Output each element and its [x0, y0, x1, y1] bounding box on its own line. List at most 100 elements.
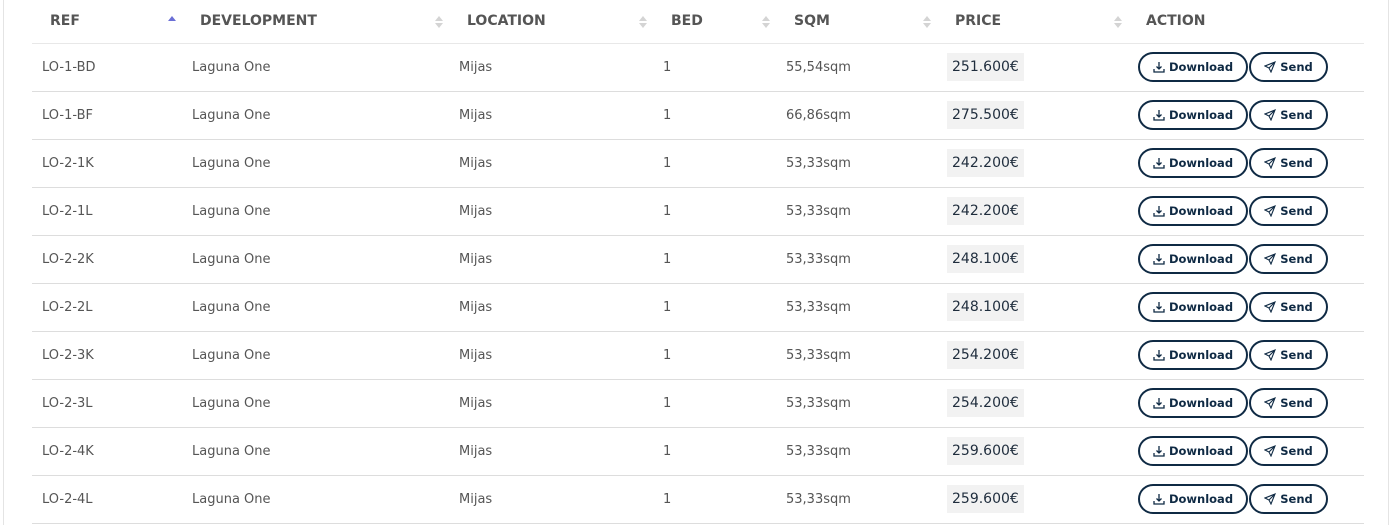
send-label: Send [1280, 60, 1313, 74]
column-header-development[interactable]: DEVELOPMENT [182, 0, 449, 44]
send-icon [1264, 205, 1277, 217]
send-icon [1264, 349, 1277, 361]
sort-icon[interactable] [923, 15, 931, 29]
cell-action: Download Send [1128, 427, 1364, 476]
download-button[interactable]: Download [1138, 340, 1248, 370]
sort-icon[interactable] [1114, 15, 1122, 29]
send-button[interactable]: Send [1249, 196, 1328, 226]
column-header-price[interactable]: PRICE [937, 0, 1128, 44]
price-value: 259.600€ [947, 485, 1024, 513]
download-button[interactable]: Download [1138, 388, 1248, 418]
download-button[interactable]: Download [1138, 484, 1248, 514]
cell-bed: 1 [653, 475, 776, 524]
sort-icon[interactable] [435, 15, 443, 29]
cell-sqm: 53,33sqm [776, 139, 937, 188]
download-label: Download [1168, 300, 1234, 314]
send-label: Send [1280, 156, 1313, 170]
price-value: 242.200€ [947, 197, 1024, 225]
cell-price: 259.600€ [937, 427, 1128, 476]
send-icon [1264, 61, 1277, 73]
cell-sqm: 53,33sqm [776, 235, 937, 284]
download-label: Download [1168, 252, 1234, 266]
price-value: 259.600€ [947, 437, 1024, 465]
cell-bed: 1 [653, 379, 776, 428]
download-button[interactable]: Download [1138, 244, 1248, 274]
cell-price: 259.600€ [937, 475, 1128, 524]
table-row: LO-2-4K Laguna One Mijas 1 53,33sqm 259.600€ … [32, 427, 1364, 476]
cell-development: Laguna One [182, 91, 449, 140]
download-button[interactable]: Download [1138, 196, 1248, 226]
cell-price: 242.200€ [937, 187, 1128, 236]
download-label: Download [1168, 60, 1234, 74]
download-button[interactable]: Download [1138, 292, 1248, 322]
column-label: PRICE [955, 13, 1002, 30]
send-button[interactable]: Send [1249, 52, 1328, 82]
download-icon [1153, 62, 1165, 73]
download-icon [1153, 398, 1165, 409]
download-button[interactable]: Download [1138, 52, 1248, 82]
column-header-sqm[interactable]: SQM [776, 0, 937, 44]
column-label: LOCATION [467, 13, 546, 30]
send-label: Send [1280, 300, 1313, 314]
cell-bed: 1 [653, 283, 776, 332]
cell-development: Laguna One [182, 187, 449, 236]
send-button[interactable]: Send [1249, 292, 1328, 322]
column-header-bed[interactable]: BED [653, 0, 776, 44]
send-icon [1264, 157, 1277, 169]
table-row: LO-2-1K Laguna One Mijas 1 53,33sqm 242.200€ … [32, 139, 1364, 188]
price-value: 248.100€ [947, 293, 1024, 321]
table-row: LO-1-BF Laguna One Mijas 1 66,86sqm 275.500€ … [32, 91, 1364, 140]
cell-price: 254.200€ [937, 379, 1128, 428]
cell-ref: LO-2-3K [32, 331, 182, 380]
cell-price: 254.200€ [937, 331, 1128, 380]
sort-icon[interactable] [168, 15, 176, 29]
send-button[interactable]: Send [1249, 100, 1328, 130]
sort-icon[interactable] [762, 15, 770, 29]
column-header-action: ACTION [1128, 0, 1364, 44]
cell-development: Laguna One [182, 283, 449, 332]
send-button[interactable]: Send [1249, 484, 1328, 514]
send-label: Send [1280, 252, 1313, 266]
column-header-location[interactable]: LOCATION [449, 0, 653, 44]
cell-bed: 1 [653, 139, 776, 188]
table-row: LO-2-1L Laguna One Mijas 1 53,33sqm 242.200€ … [32, 187, 1364, 236]
cell-sqm: 66,86sqm [776, 91, 937, 140]
cell-sqm: 55,54sqm [776, 43, 937, 92]
column-header-ref[interactable]: REF [32, 0, 182, 44]
download-button[interactable]: Download [1138, 148, 1248, 178]
download-icon [1153, 494, 1165, 505]
cell-action: Download Send [1128, 331, 1364, 380]
table-row: LO-2-2K Laguna One Mijas 1 53,33sqm 248.100€ … [32, 235, 1364, 284]
cell-ref: LO-2-1L [32, 187, 182, 236]
send-button[interactable]: Send [1249, 340, 1328, 370]
send-button[interactable]: Send [1249, 148, 1328, 178]
cell-location: Mijas [449, 331, 653, 380]
cell-development: Laguna One [182, 331, 449, 380]
send-button[interactable]: Send [1249, 436, 1328, 466]
sort-icon[interactable] [639, 15, 647, 29]
download-button[interactable]: Download [1138, 436, 1248, 466]
cell-location: Mijas [449, 379, 653, 428]
cell-action: Download Send [1128, 283, 1364, 332]
cell-ref: LO-1-BF [32, 91, 182, 140]
cell-ref: LO-2-4L [32, 475, 182, 524]
table-row: LO-2-2L Laguna One Mijas 1 53,33sqm 248.100€ … [32, 283, 1364, 332]
price-value: 251.600€ [947, 53, 1024, 81]
download-button[interactable]: Download [1138, 100, 1248, 130]
send-button[interactable]: Send [1249, 388, 1328, 418]
send-button[interactable]: Send [1249, 244, 1328, 274]
cell-development: Laguna One [182, 475, 449, 524]
cell-action: Download Send [1128, 475, 1364, 524]
cell-development: Laguna One [182, 427, 449, 476]
download-label: Download [1168, 204, 1234, 218]
download-icon [1153, 158, 1165, 169]
cell-bed: 1 [653, 91, 776, 140]
cell-ref: LO-1-BD [32, 43, 182, 92]
cell-price: 251.600€ [937, 43, 1128, 92]
table-row: LO-2-3K Laguna One Mijas 1 53,33sqm 254.200€ … [32, 331, 1364, 380]
column-label: SQM [794, 13, 830, 30]
units-table: REF DEVELOPMENT LOCATION BED SQM PRICE ACTION … [32, 0, 1364, 524]
cell-price: 248.100€ [937, 235, 1128, 284]
download-icon [1153, 302, 1165, 313]
send-icon [1264, 397, 1277, 409]
